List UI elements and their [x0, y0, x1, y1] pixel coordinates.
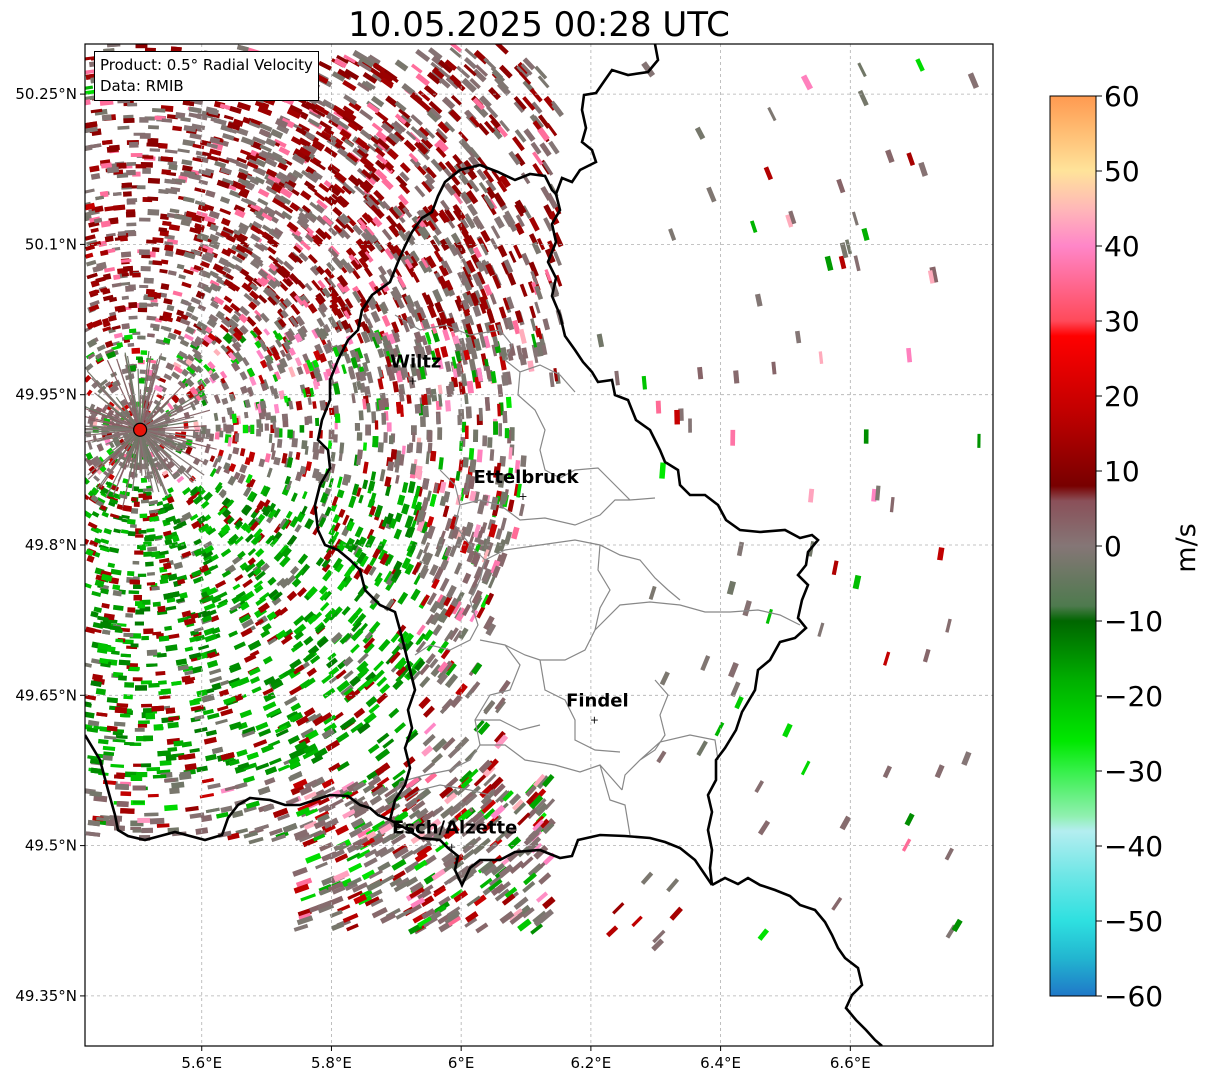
velocity-colorbar: 60 50 40 30 20 10 0 −10 −20 −30 −40 −50 −60 m/s — [1050, 80, 1202, 1013]
y-tick-label: 49.95°N — [15, 386, 77, 404]
colorbar-tick-label: −10 — [1104, 605, 1163, 638]
radar-site-icon — [134, 423, 147, 436]
colorbar-gradient — [1050, 96, 1096, 996]
colorbar-tick-label: 30 — [1104, 305, 1140, 338]
city-label: Esch/Alzette — [392, 818, 517, 839]
x-tick-label: 6.6°E — [830, 1054, 871, 1072]
x-tick-label: 5.6°E — [181, 1054, 222, 1072]
x-tick-label: 6°E — [448, 1054, 475, 1072]
latitude-axis: 50.25°N 50.1°N 49.95°N 49.8°N 49.65°N 49.5°N 4… — [15, 85, 85, 1005]
colorbar-tick-label: −40 — [1104, 830, 1163, 863]
colorbar-unit-label: m/s — [1171, 523, 1202, 572]
y-tick-label: 49.35°N — [15, 987, 77, 1005]
longitude-axis: 5.6°E 5.8°E 6°E 6.2°E 6.4°E 6.6°E — [181, 1046, 870, 1072]
y-tick-label: 49.65°N — [15, 686, 77, 704]
colorbar-tick-label: 20 — [1104, 380, 1140, 413]
city-label: Ettelbruck — [473, 467, 579, 488]
y-tick-label: 49.8°N — [25, 536, 77, 554]
y-tick-label: 50.25°N — [15, 85, 77, 103]
x-tick-label: 5.8°E — [311, 1054, 352, 1072]
data-source-label: Data: RMIB — [100, 76, 313, 97]
city-label: Findel — [566, 690, 629, 711]
colorbar-tick-label: −20 — [1104, 680, 1163, 713]
city-marker-icon: + — [408, 375, 417, 388]
x-tick-label: 6.2°E — [570, 1054, 611, 1072]
colorbar-tick-label: 0 — [1104, 530, 1122, 563]
colorbar-ticks: 60 50 40 30 20 10 0 −10 −20 −30 −40 −50 −60 — [1096, 80, 1163, 1013]
colorbar-tick-label: 40 — [1104, 230, 1140, 263]
colorbar-tick-label: −60 — [1104, 980, 1163, 1013]
y-tick-label: 50.1°N — [25, 235, 77, 253]
city-label: Wiltz — [390, 352, 441, 373]
city-marker-icon: + — [518, 490, 527, 503]
product-label: Product: 0.5° Radial Velocity — [100, 55, 313, 76]
colorbar-tick-label: −50 — [1104, 905, 1163, 938]
x-tick-label: 6.4°E — [700, 1054, 741, 1072]
colorbar-tick-label: −30 — [1104, 755, 1163, 788]
colorbar-tick-label: 60 — [1104, 80, 1140, 113]
radar-site-marker — [134, 423, 147, 436]
y-tick-label: 49.5°N — [25, 837, 77, 855]
city-marker-icon: + — [447, 841, 456, 854]
colorbar-tick-label: 10 — [1104, 455, 1140, 488]
colorbar-tick-label: 50 — [1104, 155, 1140, 188]
product-info-box: Product: 0.5° Radial Velocity Data: RMIB — [94, 51, 319, 101]
city-marker-icon: + — [590, 713, 599, 726]
